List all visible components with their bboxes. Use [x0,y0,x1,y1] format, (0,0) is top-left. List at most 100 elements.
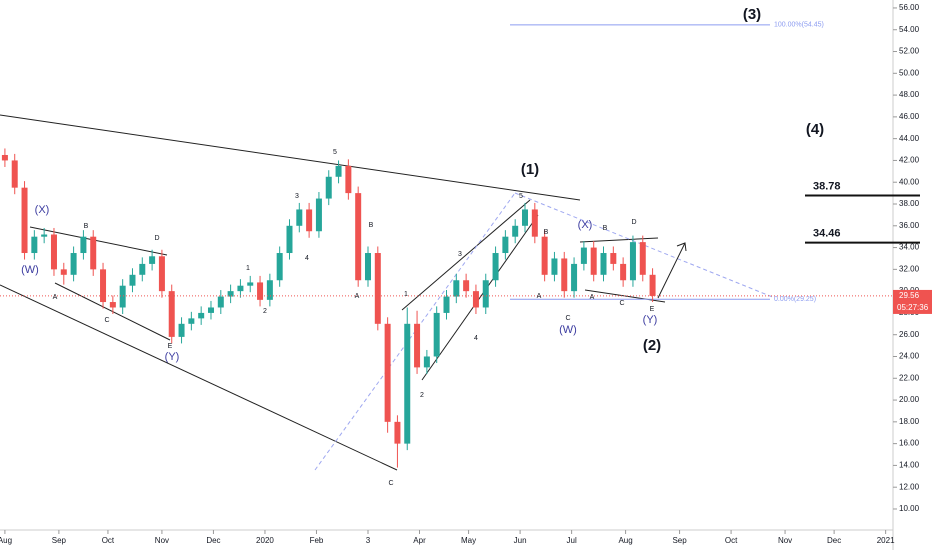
candle-body [315,198,322,232]
candle-body [580,247,587,264]
candle-body [207,307,214,313]
y-tick-label: 20.00 [899,395,920,404]
y-tick-label: 24.00 [899,352,920,361]
x-tick-label: Oct [102,536,115,545]
candle-body [276,253,283,281]
wave-label: 5 [333,149,337,156]
y-tick-label: 34.00 [899,243,920,252]
x-tick-label: Jul [567,536,577,545]
y-tick-label: 12.00 [899,482,920,491]
y-tick-label: 18.00 [899,417,920,426]
wave-label: (W) [21,264,39,276]
fib-label: 100.00%(54.45) [774,22,824,29]
candle-body [364,253,371,281]
y-tick-label: 10.00 [899,504,920,513]
x-tick-label: Dec [206,536,220,545]
y-tick-label: 36.00 [899,221,920,230]
candle-body [149,256,156,264]
y-tick-label: 44.00 [899,134,920,143]
wave-label: 4 [474,335,478,342]
candle-body [50,234,57,270]
candle-body [590,247,597,275]
trend-line [0,284,398,471]
wave-label: A [53,294,58,301]
wave-label: 5 [519,193,523,200]
y-tick-label: 38.00 [899,199,920,208]
candle-body [629,242,636,281]
candle-body [178,323,185,337]
candle-body [600,253,607,275]
candle-body [109,302,116,308]
price-tag [893,289,932,314]
fib-label: 0.00%(29.25) [774,296,816,303]
candle-body [463,280,470,292]
candle-body [620,263,627,281]
x-tick-label: Feb [310,536,324,545]
wave-label: 1 [404,291,408,298]
level-label: 34.46 [813,227,841,239]
candle-body [512,225,519,237]
x-tick-label: May [461,536,476,545]
candle-body [198,312,205,319]
candle-body [414,323,421,368]
candle-body [139,263,146,275]
wave-label: A [537,293,542,300]
candle-body [561,258,568,292]
x-tick-label: 2020 [256,536,274,545]
candle-body [522,209,529,226]
x-tick-label: Nov [778,536,792,545]
x-tick-label: 2021 [877,536,895,545]
wave-label: (X) [35,204,50,216]
candle-body [404,323,411,444]
candle-body [502,236,509,254]
candle-body [41,234,48,237]
candle-body [168,291,175,337]
candle-body [247,282,254,286]
price-axis [893,0,932,550]
wave-label: (Y) [165,351,180,363]
wave-label: D [631,219,636,226]
candle-body [70,253,77,275]
candle-body [257,282,264,300]
wave-label: (Y) [643,314,658,326]
wave-label: C [565,315,570,322]
x-tick-label: Jun [514,536,527,545]
wave-label: (X) [578,219,593,231]
arrow [657,242,687,299]
candle-body [286,225,293,254]
x-tick-label: Aug [0,536,12,545]
candle-body [571,263,578,292]
candle-body [217,296,224,308]
y-tick-label: 22.00 [899,373,920,382]
candle-body [158,256,165,292]
candle-body [472,291,479,308]
y-tick-label: 48.00 [899,90,920,99]
candle-body [129,274,136,286]
wave-label: C [619,300,624,307]
y-tick-label: 42.00 [899,156,920,165]
y-tick-label: 46.00 [899,112,920,121]
candle-body [433,312,440,357]
candle-body [374,253,381,324]
wave-label: (1) [521,161,539,178]
wave-label: 2 [263,308,267,315]
trend-line [29,226,168,256]
candle-body [1,154,8,161]
candle-body [355,193,362,281]
x-tick-label: Sep [52,536,67,545]
trend-line [401,199,531,311]
candle-body [482,280,489,308]
wave-label: 4 [305,255,309,262]
wave-label: D [154,235,159,242]
wave-label: (4) [806,121,824,138]
wave-label: 2 [420,392,424,399]
candle-body [31,236,38,254]
wave-label: 3 [295,193,299,200]
x-tick-label: 3 [366,536,371,545]
y-tick-label: 50.00 [899,68,920,77]
trend-line [579,237,659,243]
wave-label: C [104,317,109,324]
wave-label: B [84,223,89,230]
candle-body [453,280,460,297]
